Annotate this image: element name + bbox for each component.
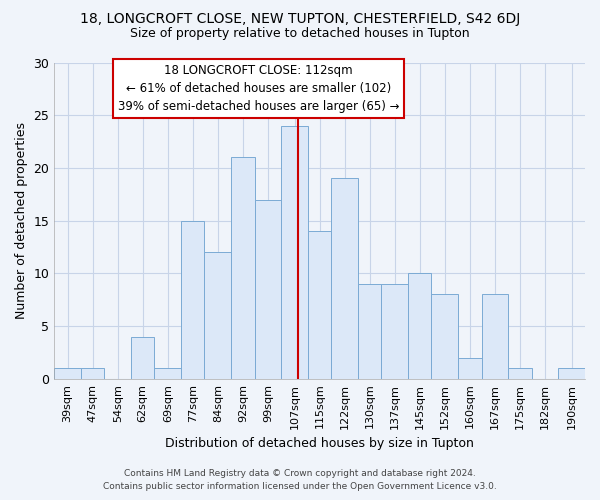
Bar [482, 294, 508, 379]
Text: 18 LONGCROFT CLOSE: 112sqm
← 61% of detached houses are smaller (102)
39% of sem: 18 LONGCROFT CLOSE: 112sqm ← 61% of deta… [118, 64, 400, 113]
Text: 18, LONGCROFT CLOSE, NEW TUPTON, CHESTERFIELD, S42 6DJ: 18, LONGCROFT CLOSE, NEW TUPTON, CHESTER… [80, 12, 520, 26]
Bar [382, 284, 408, 379]
Text: Contains HM Land Registry data © Crown copyright and database right 2024.
Contai: Contains HM Land Registry data © Crown c… [103, 470, 497, 491]
Bar [54, 368, 81, 379]
Bar [458, 358, 482, 379]
Text: Size of property relative to detached houses in Tupton: Size of property relative to detached ho… [130, 28, 470, 40]
Bar [154, 368, 181, 379]
Bar [131, 336, 154, 379]
Bar [81, 368, 104, 379]
Bar [308, 231, 331, 379]
Bar [281, 126, 308, 379]
Bar [181, 220, 205, 379]
Bar [231, 158, 254, 379]
Bar [358, 284, 382, 379]
Bar [431, 294, 458, 379]
Bar [205, 252, 231, 379]
Y-axis label: Number of detached properties: Number of detached properties [15, 122, 28, 319]
Bar [558, 368, 585, 379]
X-axis label: Distribution of detached houses by size in Tupton: Distribution of detached houses by size … [165, 437, 474, 450]
Bar [408, 274, 431, 379]
Bar [254, 200, 281, 379]
Bar [508, 368, 532, 379]
Bar [331, 178, 358, 379]
